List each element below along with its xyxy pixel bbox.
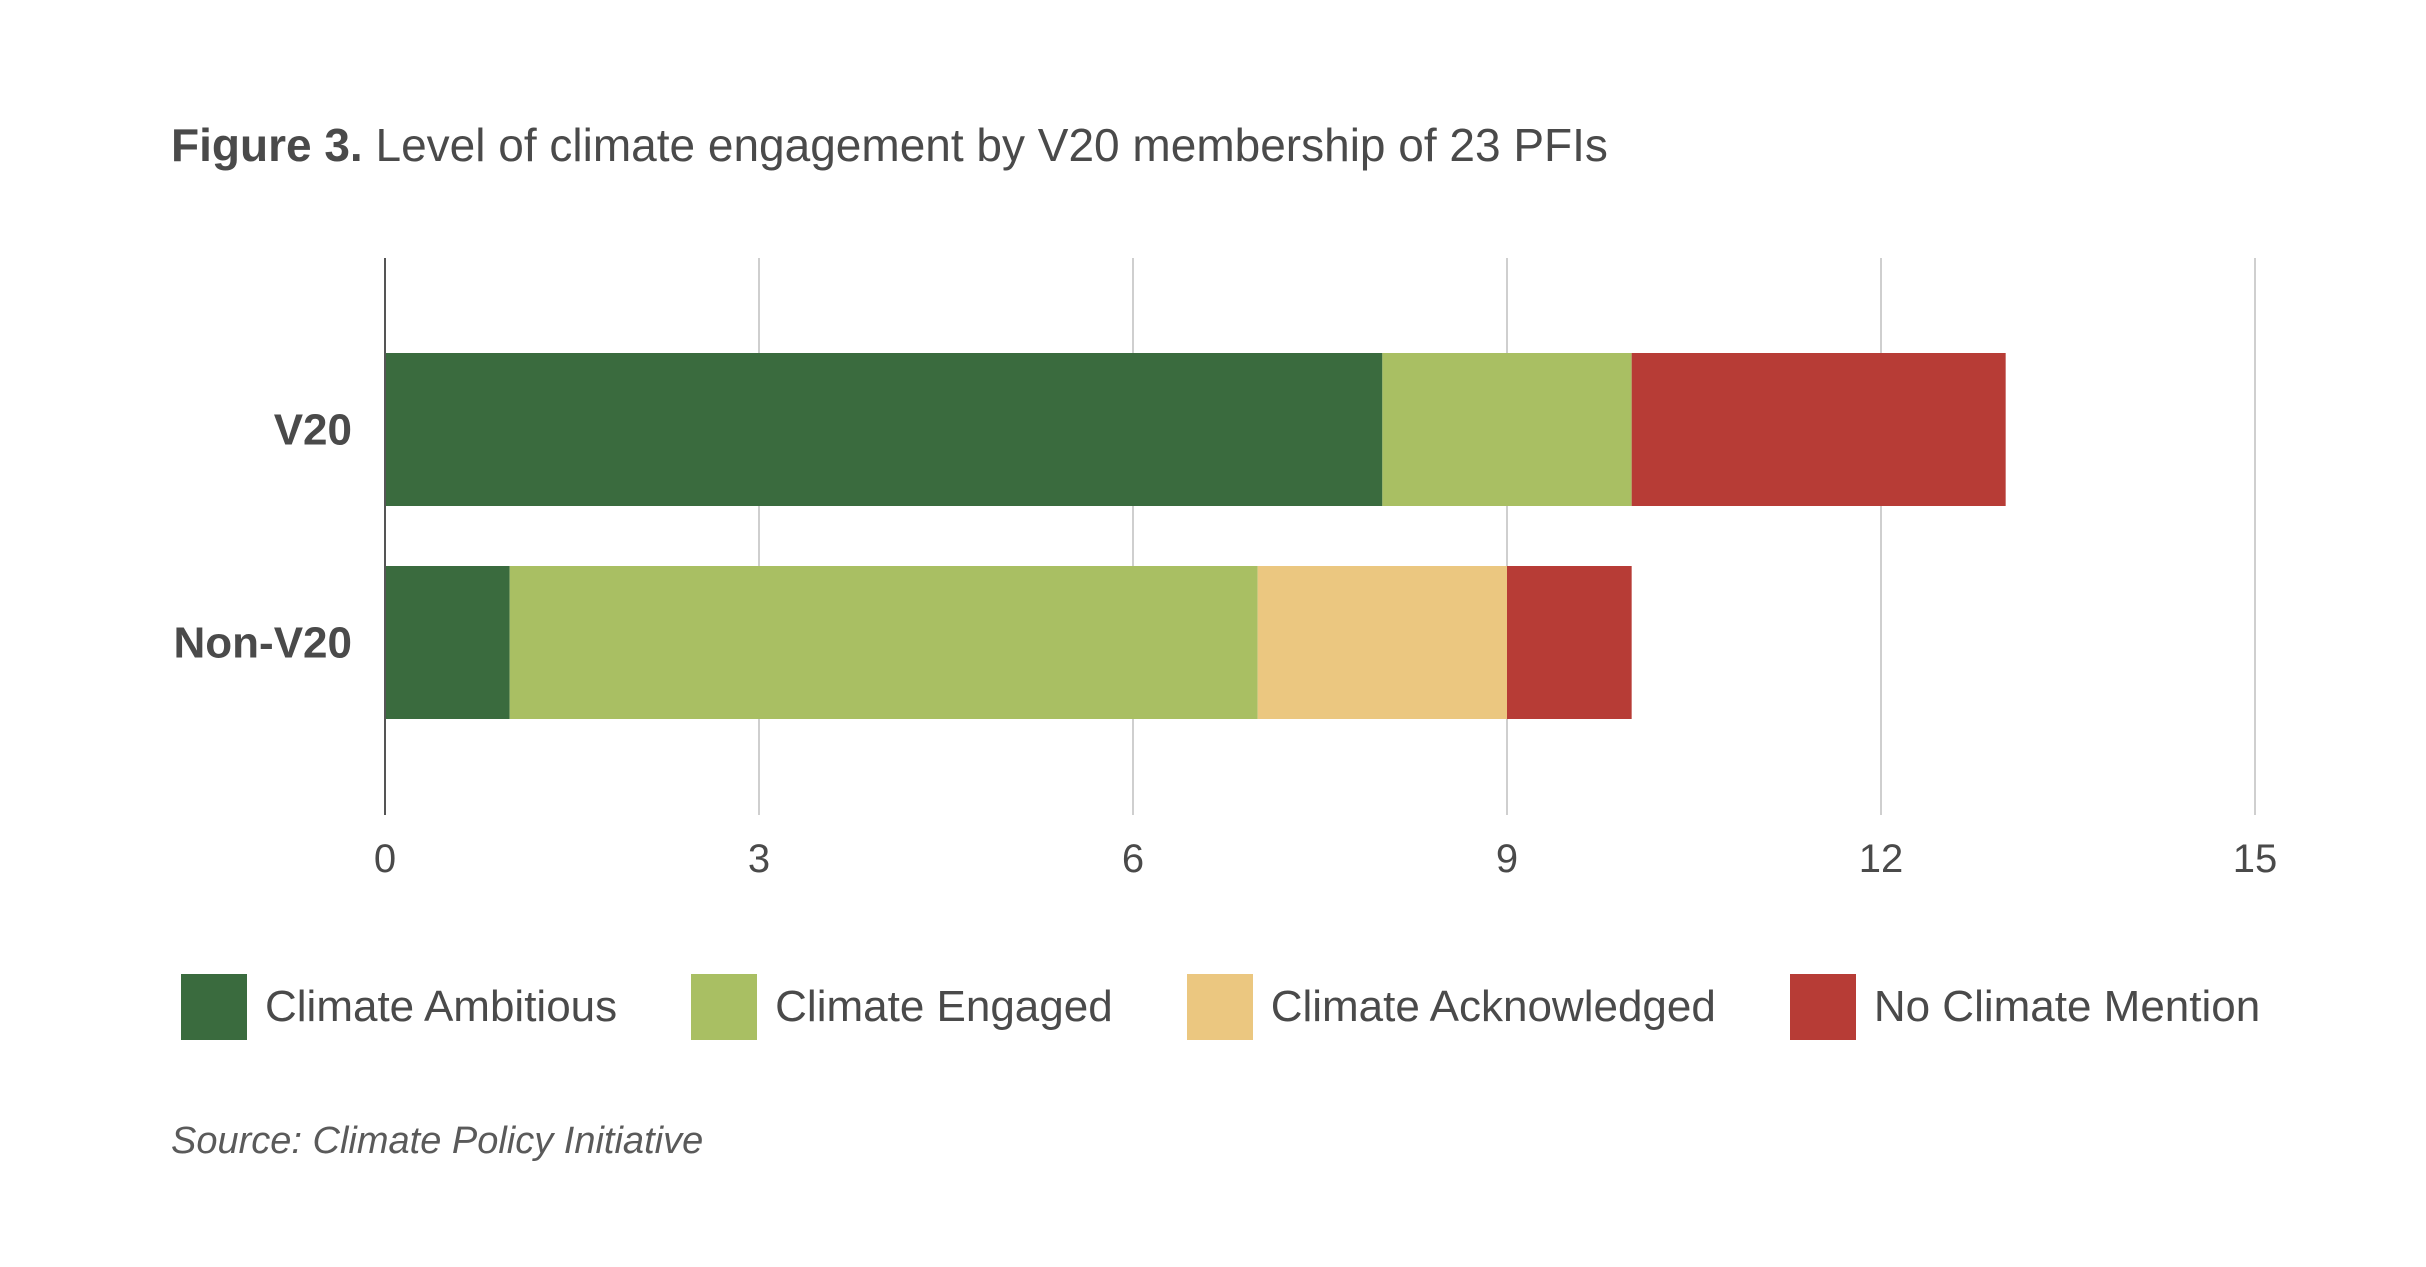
figure-number: Figure 3. (171, 119, 363, 171)
x-tick-label: 9 (1496, 837, 1518, 881)
legend-label: No Climate Mention (1873, 982, 2261, 1031)
bar-non-v20-climate-acknowledged (1257, 566, 1507, 719)
legend-label: Climate Ambitious (265, 982, 618, 1031)
figure-title-text: Level of climate engagement by V20 membe… (375, 119, 1608, 171)
category-label-non-v20: Non-V20 (174, 619, 352, 668)
axis: 0 3 6 9 12 15 V20 Non-V20 (174, 258, 2278, 881)
source-note: Source: Climate Policy Initiative (171, 1120, 704, 1162)
bar-v20-climate-ambitious (385, 353, 1383, 506)
bar-v20-climate-engaged (1382, 353, 1632, 506)
legend-label: Climate Acknowledged (1270, 982, 1716, 1031)
bars (385, 353, 2006, 719)
legend-item-climate-acknowledged: Climate Acknowledged (1186, 974, 1716, 1040)
x-tick-label: 0 (374, 837, 396, 881)
gridlines (758, 258, 2256, 815)
bar-non-v20-climate-engaged (509, 566, 1258, 719)
x-tick-label: 6 (1122, 837, 1144, 881)
legend-swatch (691, 974, 758, 1040)
legend: Climate Ambitious Climate Engaged Climate … (181, 974, 2260, 1040)
chart-title: Figure 3. Level of climate engagement by… (171, 110, 1608, 180)
legend-item-climate-engaged: Climate Engaged (691, 974, 1113, 1040)
x-tick-label: 12 (1859, 837, 1904, 881)
x-tick-label: 15 (2233, 837, 2278, 881)
legend-swatch (1186, 974, 1253, 1040)
category-label-v20: V20 (274, 406, 352, 455)
legend-item-no-climate-mention: No Climate Mention (1789, 974, 2261, 1040)
legend-label: Climate Engaged (775, 982, 1113, 1031)
bar-non-v20-no-climate-mention (1507, 566, 1632, 719)
bar-v20-no-climate-mention (1631, 353, 2006, 506)
legend-swatch (181, 974, 247, 1040)
legend-item-climate-ambitious: Climate Ambitious (181, 974, 617, 1040)
x-tick-label: 3 (748, 837, 770, 881)
bar-non-v20-climate-ambitious (385, 566, 510, 719)
legend-swatch (1789, 974, 1856, 1040)
